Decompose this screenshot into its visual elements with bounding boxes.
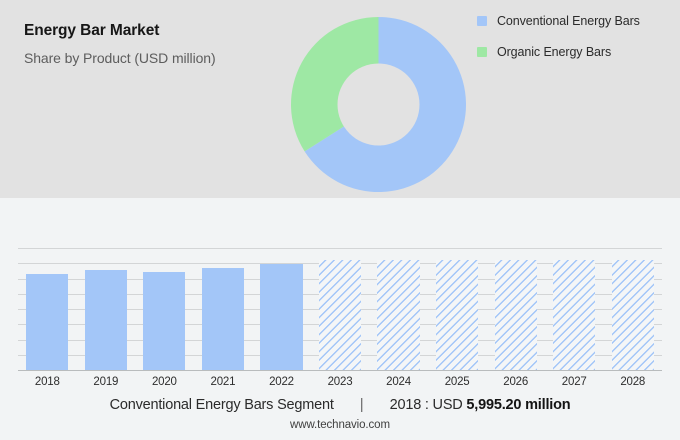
bar-historical[interactable]	[84, 270, 127, 370]
gridline	[18, 248, 662, 249]
bar-historical[interactable]	[201, 268, 244, 370]
legend-swatch-icon	[477, 47, 487, 57]
legend-swatch-icon	[477, 16, 487, 26]
bar-cell	[252, 248, 311, 370]
page-title: Energy Bar Market	[24, 22, 160, 39]
x-axis-tick-label: 2025	[444, 376, 470, 388]
legend-label: Conventional Energy Bars	[497, 14, 640, 28]
x-axis-tick-label: 2019	[93, 376, 119, 388]
bar-historical[interactable]	[143, 272, 186, 370]
legend-item-conventional[interactable]: Conventional Energy Bars	[477, 13, 673, 29]
x-axis-tick-label: 2021	[210, 376, 236, 388]
donut-svg	[291, 17, 466, 192]
bar-forecast[interactable]	[553, 260, 596, 370]
bar-cell	[77, 248, 136, 370]
caption-separator: |	[359, 396, 364, 413]
bar-forecast[interactable]	[318, 260, 362, 370]
bars-row	[18, 248, 662, 370]
bar-cell	[135, 248, 194, 370]
x-axis-tick-label: 2020	[151, 376, 177, 388]
segment-value-number: 5,995.20 million	[466, 396, 571, 413]
bar-forecast[interactable]	[494, 260, 537, 370]
bar-forecast[interactable]	[611, 260, 654, 370]
bar-cell	[18, 248, 77, 370]
segment-label: Conventional Energy Bars Segment	[109, 396, 334, 413]
page-subtitle: Share by Product (USD million)	[24, 49, 216, 66]
segment-value-prefix: 2018 : USD	[389, 396, 463, 413]
legend: Conventional Energy Bars Organic Energy …	[477, 13, 673, 75]
bar-historical[interactable]	[26, 274, 69, 370]
bar-cell	[311, 248, 370, 370]
header-band: Energy Bar Market Share by Product (USD …	[0, 0, 680, 198]
bar-cell	[603, 248, 662, 370]
donut-hole	[337, 63, 420, 146]
bar-cell	[194, 248, 253, 370]
legend-item-organic[interactable]: Organic Energy Bars	[477, 44, 673, 60]
segment-value: 2018 : USD 5,995.20 million	[390, 397, 571, 413]
title-block: Energy Bar Market Share by Product (USD …	[24, 22, 294, 66]
x-axis-tick-label: 2027	[561, 376, 587, 388]
x-axis-tick-label: 2028	[620, 376, 646, 388]
bar-cell	[369, 248, 428, 370]
x-axis-tick-label: 2023	[327, 376, 353, 388]
footer-caption: Conventional Energy Bars Segment | 2018 …	[0, 396, 680, 413]
bar-historical[interactable]	[260, 264, 303, 370]
x-axis-tick-labels: 2018 2019 2020 2021 2022 2023 2024 2025 2026 2027…	[18, 372, 662, 388]
donut-chart	[291, 17, 466, 192]
x-axis-tick-label: 2018	[34, 376, 60, 388]
bar-chart: 2018 2019 2020 2021 2022 2023 2024 2025 2026 2027…	[0, 198, 680, 440]
source-url: www.technavio.com	[290, 419, 390, 431]
x-axis-tick-label: 2024	[386, 376, 411, 388]
x-axis-line	[18, 370, 662, 371]
bar-forecast[interactable]	[436, 260, 479, 370]
bar-cell	[428, 248, 487, 370]
x-axis-tick-label: 2026	[503, 376, 529, 388]
x-axis-tick-label: 2022	[269, 376, 294, 388]
bar-cell	[486, 248, 545, 370]
legend-label: Organic Energy Bars	[497, 45, 612, 59]
bar-plot-area	[18, 248, 662, 371]
bar-forecast[interactable]	[377, 260, 420, 370]
bar-cell	[545, 248, 604, 370]
